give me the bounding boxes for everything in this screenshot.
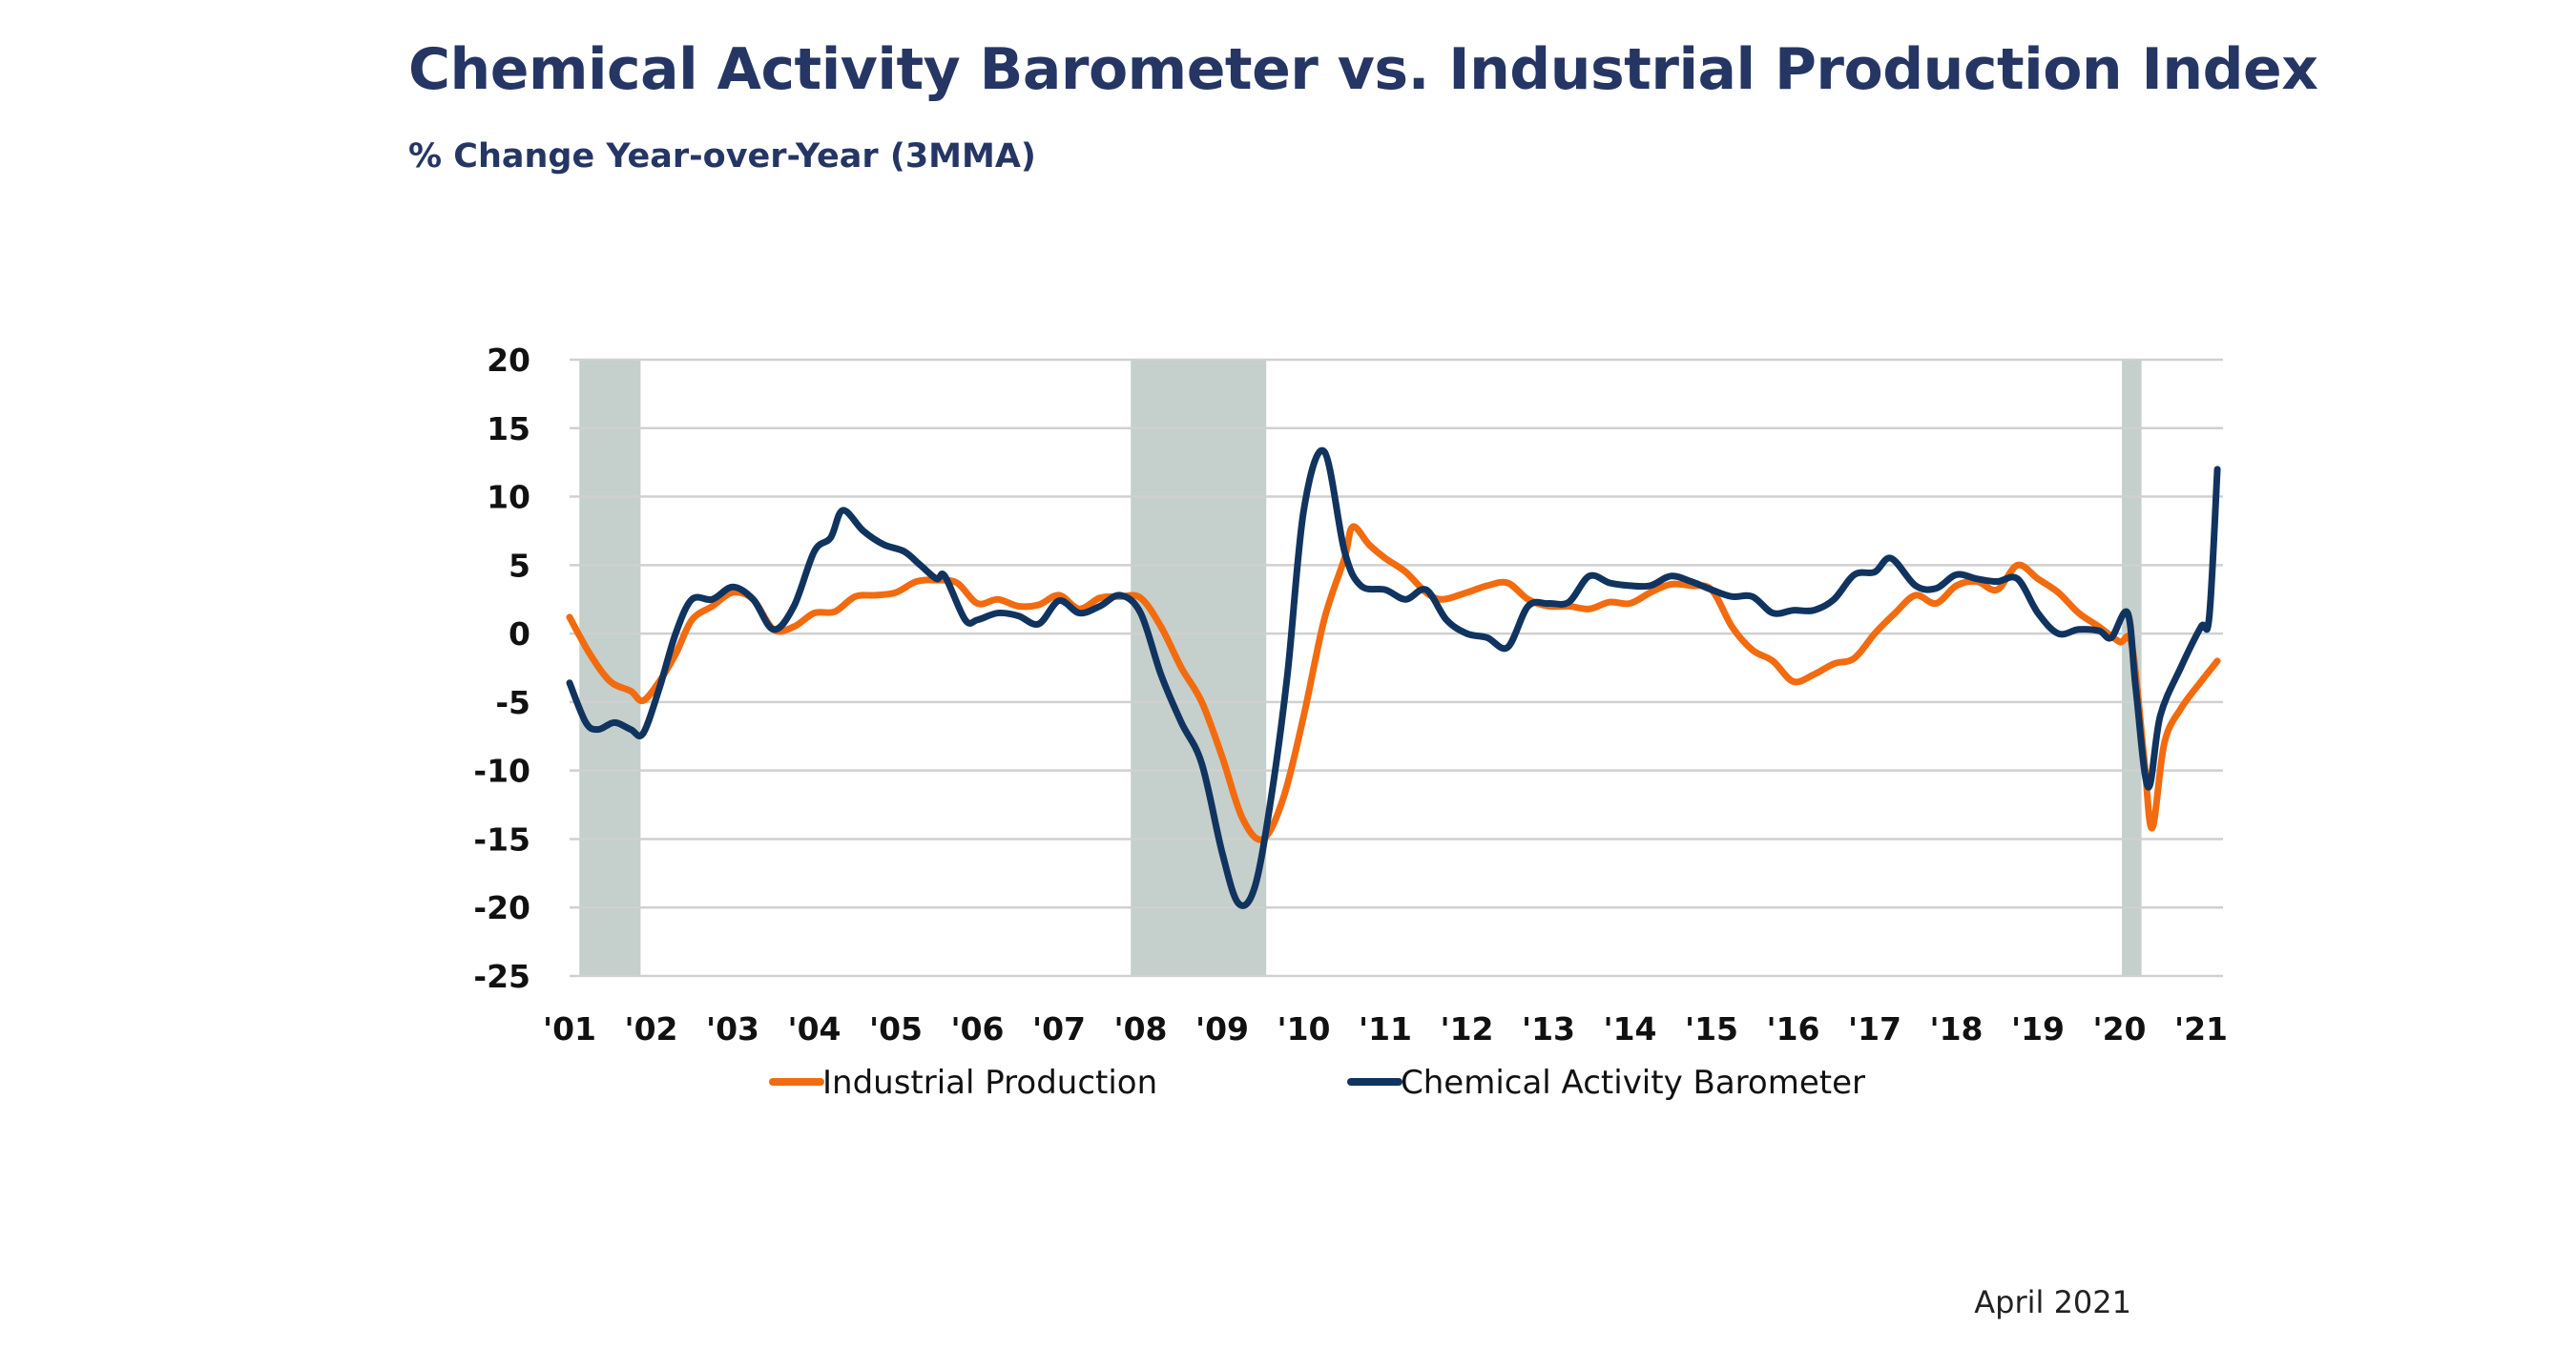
y-tick-label: -5 bbox=[495, 684, 530, 721]
x-tick-label: '21 bbox=[2174, 1010, 2228, 1048]
y-tick-label: -10 bbox=[473, 753, 530, 790]
x-tick-label: '20 bbox=[2092, 1010, 2146, 1048]
gridlines bbox=[570, 358, 2223, 978]
x-tick-label: '07 bbox=[1032, 1010, 1086, 1048]
x-tick-label: '14 bbox=[1603, 1010, 1656, 1048]
series-line-industrial-production bbox=[566, 523, 2221, 843]
x-tick-label: '09 bbox=[1195, 1010, 1249, 1048]
x-tick-label: '12 bbox=[1440, 1010, 1493, 1048]
series-line-chemical-activity-barometer bbox=[566, 446, 2221, 909]
y-tick-label: 5 bbox=[509, 547, 530, 584]
x-tick-label: '18 bbox=[1929, 1010, 1983, 1048]
x-tick-label: '10 bbox=[1277, 1010, 1330, 1048]
legend-label: Industrial Production bbox=[822, 1064, 1157, 1102]
y-tick-label: 10 bbox=[487, 479, 530, 516]
recession-band bbox=[579, 360, 641, 976]
x-tick-label: '02 bbox=[624, 1010, 677, 1048]
recession-band bbox=[1131, 360, 1267, 976]
x-tick-label: '01 bbox=[543, 1010, 596, 1048]
y-tick-label: -20 bbox=[473, 889, 530, 926]
y-tick-label: 0 bbox=[509, 615, 530, 653]
x-tick-label: '11 bbox=[1359, 1010, 1412, 1048]
series-lines bbox=[566, 446, 2221, 909]
x-tick-label: '15 bbox=[1685, 1010, 1738, 1048]
x-tick-label: '17 bbox=[1848, 1010, 1901, 1048]
x-axis-ticks: '01 '02 '03 '04 '05 '06 '07 '08 '09 '10 '11 '12 '13 '… bbox=[543, 1010, 2228, 1048]
y-tick-label: -15 bbox=[473, 820, 530, 858]
x-tick-label: '16 bbox=[1766, 1010, 1819, 1048]
legend: Industrial Production Chemical Activity B… bbox=[769, 1064, 1865, 1102]
x-tick-label: '06 bbox=[950, 1010, 1004, 1048]
date-note: April 2021 bbox=[1974, 1284, 2131, 1320]
y-tick-label: 20 bbox=[487, 342, 530, 379]
x-tick-label: '04 bbox=[787, 1010, 841, 1048]
x-tick-label: '13 bbox=[1522, 1010, 1575, 1048]
legend-label: Chemical Activity Barometer bbox=[1401, 1064, 1865, 1102]
y-tick-label: -25 bbox=[473, 958, 530, 995]
x-tick-label: '19 bbox=[2011, 1010, 2065, 1048]
y-tick-label: 15 bbox=[487, 410, 530, 447]
recession-shading bbox=[579, 360, 2142, 976]
x-tick-label: '08 bbox=[1113, 1010, 1167, 1048]
chart-title: Chemical Activity Barometer vs. Industri… bbox=[408, 36, 2318, 103]
y-axis-ticks: 20 15 10 5 0 -5 -10 -15 -20 -25 bbox=[473, 342, 530, 995]
x-tick-label: '03 bbox=[706, 1010, 759, 1048]
chart-subtitle: % Change Year-over-Year (3MMA) bbox=[408, 137, 1036, 176]
x-tick-label: '05 bbox=[869, 1010, 923, 1048]
